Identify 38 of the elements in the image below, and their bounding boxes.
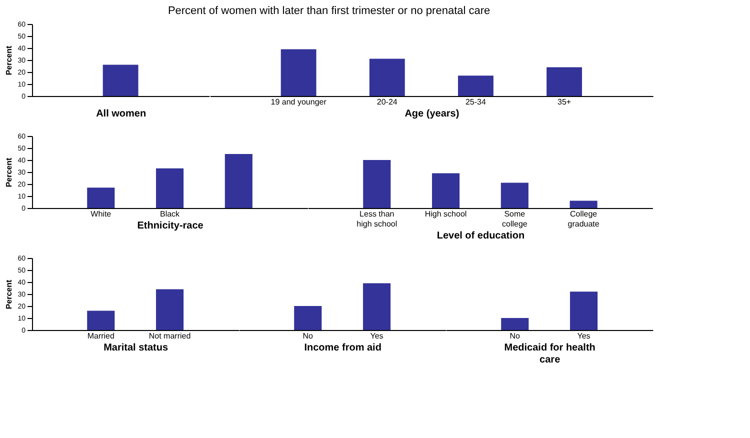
x-tick-label: No [302, 332, 314, 340]
bar [458, 76, 494, 96]
x-axis-title: Ethnicity-race [137, 220, 204, 232]
x-axis-title: Age (years) [404, 108, 460, 120]
bar [570, 200, 598, 208]
x-tick-label: Some college [502, 210, 528, 228]
x-tick-label: Married [87, 332, 114, 340]
bar [546, 67, 582, 96]
x-tick-label: 19 and younger [270, 98, 327, 106]
x-tick-label: Less than high school [356, 210, 398, 228]
x-tick-label: 20-24 [376, 98, 398, 106]
x-tick-label: College graduate [568, 210, 600, 228]
x-axis-title: Level of education [436, 230, 525, 242]
x-tick-label: Yes [370, 332, 384, 340]
bar [156, 168, 184, 208]
x-tick-label: High school [424, 210, 467, 218]
bar [363, 160, 391, 208]
y-axis-title: Percent [4, 157, 14, 188]
bar [280, 49, 316, 96]
bar [87, 188, 115, 208]
x-axis-title: Medicaid for health care [504, 342, 596, 366]
bar [432, 173, 460, 208]
x-tick-label: White [90, 210, 112, 218]
x-tick-label: Black [160, 210, 181, 218]
x-tick-label: 25-34 [465, 98, 486, 106]
x-axis-title: All women [96, 108, 146, 120]
bar [500, 182, 528, 208]
x-axis-title: Income from aid [304, 342, 382, 354]
text: Percent of women with later than first trimester or no prenatal care [168, 5, 490, 17]
x-tick-label: Not married [148, 332, 191, 340]
x-tick-label: 35+ [557, 98, 572, 106]
y-axis-title: Percent [4, 279, 14, 310]
x-axis-title: Marital status [104, 342, 168, 354]
y-axis-title: Percent [4, 45, 14, 76]
x-tick-label: Yes [577, 332, 590, 340]
bar [224, 154, 252, 208]
x-tick-label: No [510, 332, 521, 340]
bar [369, 58, 405, 96]
